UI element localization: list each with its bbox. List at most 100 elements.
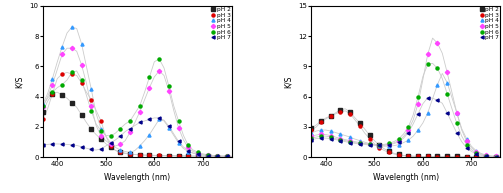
pH 6 [224, 155, 230, 157]
pH 2 [328, 115, 334, 117]
pH 7 [405, 131, 411, 134]
pH 6 [219, 155, 225, 157]
pH 6 [98, 130, 104, 132]
pH 6 [195, 151, 201, 153]
pH 2 [367, 134, 373, 136]
pH 7 [132, 124, 138, 127]
pH 7 [195, 153, 201, 155]
pH 5 [127, 131, 133, 133]
pH 6 [190, 149, 196, 151]
pH 2 [209, 155, 215, 157]
pH 2 [45, 100, 51, 102]
pH 4 [367, 142, 373, 145]
pH 6 [439, 77, 445, 80]
pH 5 [205, 154, 211, 156]
pH 3 [444, 155, 450, 158]
pH 3 [328, 115, 334, 117]
pH 7 [73, 144, 79, 147]
pH 4 [492, 155, 498, 157]
pH 6 [185, 144, 191, 147]
pH 7 [151, 117, 157, 119]
pH 3 [449, 155, 455, 158]
pH 2 [386, 150, 392, 152]
pH 3 [357, 125, 363, 127]
pH 3 [352, 119, 358, 121]
pH 6 [371, 144, 377, 146]
pH 5 [161, 74, 167, 77]
pH 6 [103, 134, 109, 136]
pH 7 [459, 141, 465, 143]
pH 7 [93, 149, 99, 151]
pH 6 [357, 142, 363, 145]
pH 6 [415, 96, 421, 98]
pH 6 [141, 91, 147, 93]
pH 4 [49, 77, 55, 80]
pH 2 [190, 155, 196, 157]
pH 6 [459, 135, 465, 137]
pH 6 [83, 94, 90, 96]
Line: pH 7: pH 7 [41, 116, 233, 158]
pH 6 [54, 86, 60, 89]
pH 5 [386, 143, 392, 145]
pH 5 [367, 143, 373, 145]
pH 5 [122, 140, 128, 142]
pH 6 [376, 144, 382, 146]
pH 7 [371, 144, 377, 146]
pH 6 [78, 79, 85, 81]
pH 4 [64, 32, 70, 34]
pH 6 [342, 140, 348, 142]
pH 6 [347, 141, 353, 143]
pH 4 [181, 147, 187, 150]
pH 6 [45, 97, 51, 99]
pH 2 [410, 155, 416, 157]
pH 3 [229, 155, 235, 157]
pH 4 [410, 135, 416, 137]
pH 6 [93, 123, 99, 125]
pH 3 [454, 156, 460, 158]
pH 7 [308, 138, 314, 141]
pH 4 [381, 145, 387, 147]
pH 3 [132, 153, 138, 156]
pH 7 [200, 154, 206, 156]
pH 5 [59, 53, 65, 55]
pH 2 [420, 155, 426, 158]
pH 6 [308, 137, 314, 139]
pH 7 [209, 155, 215, 157]
pH 5 [357, 141, 363, 144]
pH 6 [69, 71, 75, 74]
pH 4 [376, 145, 382, 147]
pH 5 [454, 112, 460, 114]
pH 2 [308, 127, 314, 129]
pH 6 [146, 76, 152, 78]
pH 7 [156, 117, 162, 119]
pH 4 [40, 103, 46, 105]
pH 4 [117, 149, 123, 151]
pH 3 [108, 145, 114, 147]
pH 3 [464, 156, 470, 158]
pH 2 [391, 152, 397, 154]
pH 5 [313, 134, 319, 136]
pH 6 [205, 154, 211, 156]
pH 3 [161, 154, 167, 157]
pH 2 [371, 140, 377, 142]
pH 2 [54, 91, 60, 93]
pH 2 [132, 153, 138, 156]
pH 3 [93, 109, 99, 112]
pH 3 [425, 155, 431, 158]
pH 3 [219, 155, 225, 157]
pH 7 [190, 152, 196, 154]
pH 7 [185, 150, 191, 152]
pH 7 [323, 137, 329, 139]
pH 7 [83, 147, 90, 149]
pH 5 [492, 155, 498, 158]
Line: pH 3: pH 3 [310, 109, 502, 158]
pH 2 [357, 122, 363, 124]
pH 3 [400, 154, 406, 157]
pH 2 [492, 156, 498, 158]
pH 3 [430, 155, 436, 158]
pH 5 [73, 50, 79, 52]
pH 6 [454, 122, 460, 125]
pH 3 [415, 155, 421, 157]
pH 4 [362, 141, 368, 143]
pH 6 [64, 79, 70, 81]
